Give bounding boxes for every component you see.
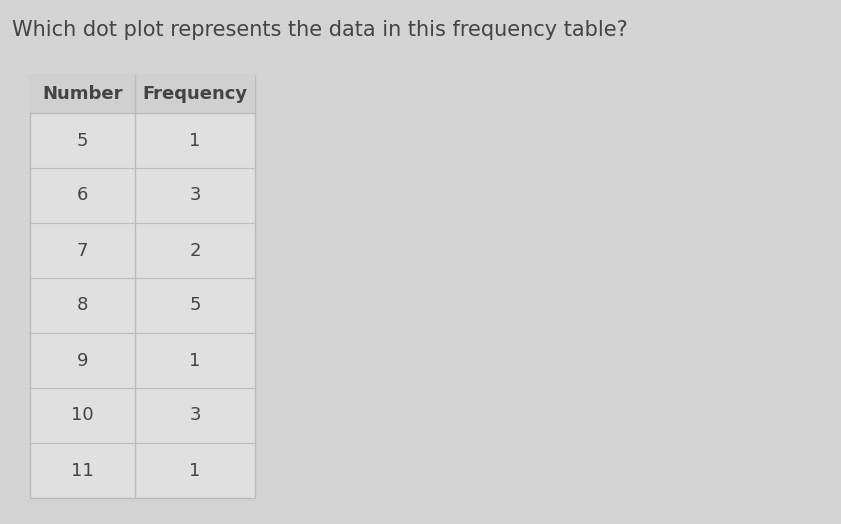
Bar: [30, 75, 255, 498]
Text: 8: 8: [77, 297, 88, 314]
Text: 1: 1: [189, 352, 201, 369]
Text: 7: 7: [77, 242, 88, 259]
Text: Number: Number: [42, 85, 123, 103]
Bar: [30, 75, 255, 113]
Text: 10: 10: [71, 407, 94, 424]
Text: 5: 5: [77, 132, 88, 149]
Text: 5: 5: [189, 297, 201, 314]
Text: Frequency: Frequency: [142, 85, 247, 103]
Text: 9: 9: [77, 352, 88, 369]
Text: 3: 3: [189, 187, 201, 204]
Text: 2: 2: [189, 242, 201, 259]
Text: 6: 6: [77, 187, 88, 204]
Text: Which dot plot represents the data in this frequency table?: Which dot plot represents the data in th…: [12, 20, 627, 40]
Text: 3: 3: [189, 407, 201, 424]
Text: 1: 1: [189, 132, 201, 149]
Text: 1: 1: [189, 462, 201, 479]
Text: 11: 11: [71, 462, 94, 479]
